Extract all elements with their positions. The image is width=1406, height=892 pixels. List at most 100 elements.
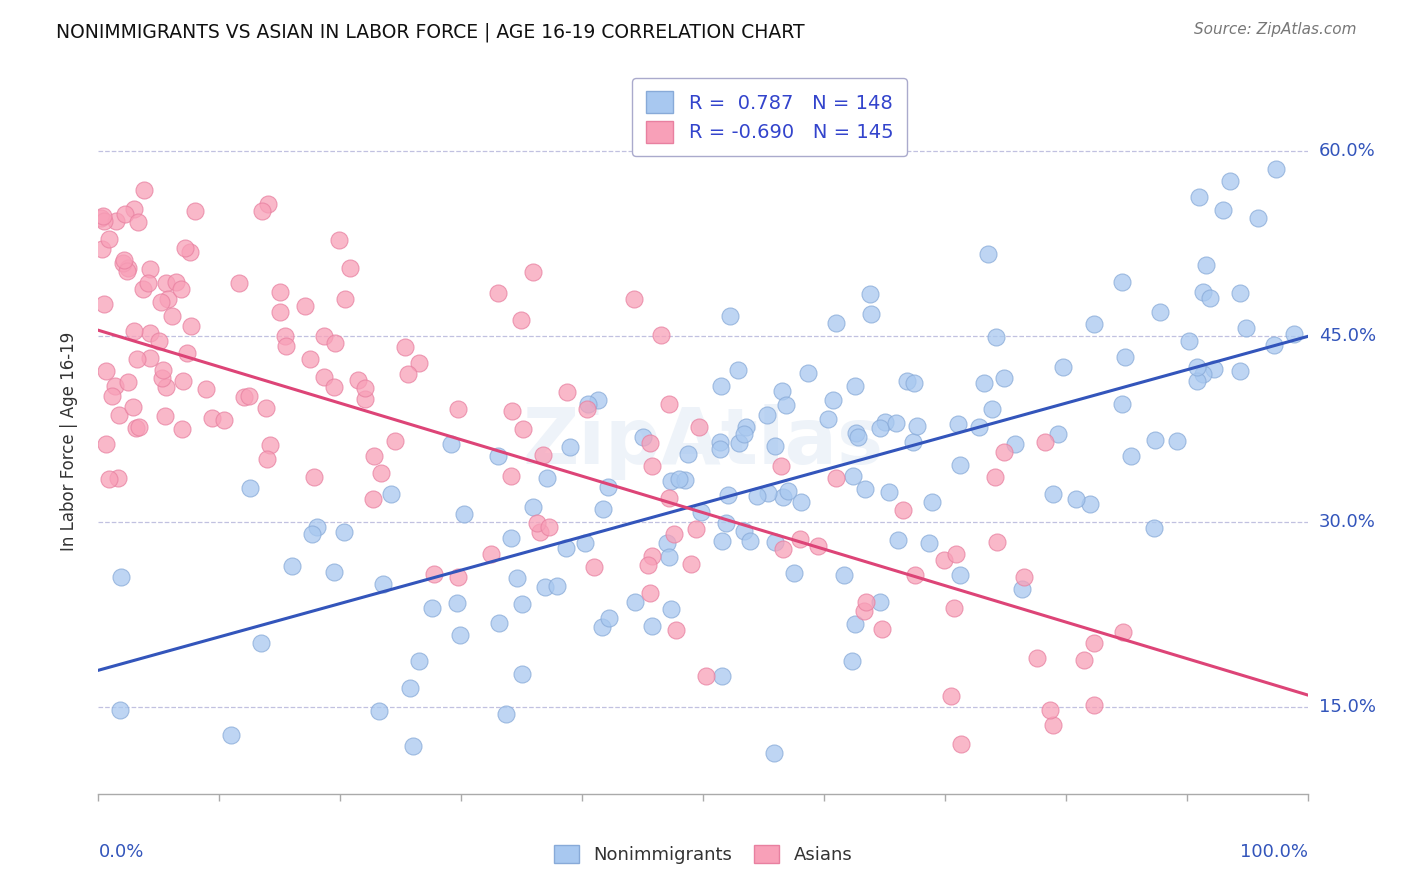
Point [108,703,131,717]
Point [946,417,969,431]
Point [560,440,582,454]
Point [117,376,139,390]
Point [93,297,115,311]
Point [398,681,420,695]
Point [172,422,194,436]
Point [977,246,1000,260]
Point [734,419,756,434]
Point [673,473,696,487]
Point [1011,582,1033,597]
Point [322,379,344,393]
Point [641,458,664,473]
Point [446,596,468,610]
Point [1229,364,1251,378]
Point [733,427,755,442]
Point [993,371,1015,385]
Point [1042,718,1064,732]
Point [328,233,350,247]
Point [756,486,779,500]
Point [824,470,846,484]
Point [1111,397,1133,411]
Point [91,210,114,224]
Point [269,285,291,299]
Point [870,622,893,636]
Point [439,437,461,451]
Point [323,565,346,579]
Point [981,401,1004,416]
Point [1004,437,1026,451]
Point [281,558,304,573]
Point [347,373,370,387]
Point [353,392,375,406]
Point [111,256,134,270]
Point [499,531,522,545]
Point [903,376,925,391]
Point [179,245,201,260]
Point [640,586,662,600]
Point [94,364,117,378]
Point [1111,275,1133,289]
Point [659,474,682,488]
Point [232,390,254,404]
Point [1178,334,1201,348]
Point [710,379,733,393]
Point [709,442,731,456]
Point [396,368,419,382]
Point [901,434,924,449]
Point [1064,491,1087,506]
Point [624,595,647,609]
Point [659,602,682,616]
Point [921,495,943,509]
Point [117,263,139,277]
Point [877,484,900,499]
Point [149,295,172,310]
Point [339,260,361,275]
Point [98,472,121,486]
Point [94,436,117,450]
Point [212,412,235,426]
Point [817,411,839,425]
Point [858,287,880,301]
Point [1083,635,1105,649]
Point [148,334,170,348]
Point [453,508,475,522]
Point [1042,487,1064,501]
Point [501,404,523,418]
Point [772,490,794,504]
Point [107,471,129,485]
Point [512,422,534,436]
Point [717,488,740,502]
Point [506,571,529,585]
Point [1047,426,1070,441]
Point [1234,321,1257,335]
Point [852,604,875,618]
Point [238,389,260,403]
Legend: Nonimmigrants, Asians: Nonimmigrants, Asians [547,838,859,871]
Point [139,326,162,340]
Point [228,277,250,291]
Point [904,568,927,582]
Point [91,243,114,257]
Point [859,307,882,321]
Point [797,366,820,380]
Point [314,329,336,343]
Point [842,469,865,483]
Point [823,393,845,408]
Point [824,317,846,331]
Point [689,505,711,519]
Point [598,480,620,494]
Point [886,417,908,431]
Point [1204,362,1226,376]
Point [486,285,509,300]
Point [1052,359,1074,374]
Point [709,435,731,450]
Point [973,376,995,391]
Point [538,520,561,534]
Point [269,305,291,319]
Point [1166,434,1188,448]
Point [776,483,799,498]
Point [152,363,174,377]
Point [1282,326,1305,341]
Point [1033,435,1056,450]
Point [531,448,554,462]
